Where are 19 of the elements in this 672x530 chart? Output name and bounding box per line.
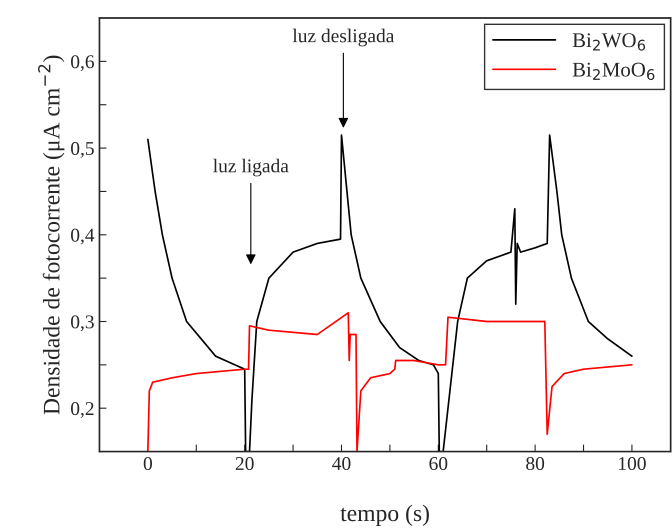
x-axis-title: tempo (s)	[340, 504, 429, 526]
line-series	[147, 134, 633, 452]
y-tick-label: 0,3	[71, 315, 94, 332]
x-tick-label: 60	[429, 456, 448, 470]
y-axis-title: Densidade de fotocorrente (μA cm$^{−2}$)	[38, 56, 64, 414]
x-tick-label: 40	[332, 456, 350, 470]
x-tick-label: 20	[236, 456, 254, 470]
legend-label: Bi$_{2}$WO$_{6}$	[572, 33, 646, 51]
y-tick-label: 0,5	[71, 142, 94, 158]
x-tick-label: 100	[619, 456, 646, 470]
legend-label: Bi$_{2}$MoO$_{6}$	[572, 62, 654, 80]
y-tick-label: 0,6	[71, 55, 94, 72]
line-series	[147, 312, 633, 452]
y-tick-label: 0,2	[71, 402, 94, 418]
x-tick-label: 80	[526, 456, 544, 470]
x-tick-label: 0	[144, 456, 152, 470]
annotation: luz desligada	[292, 28, 394, 46]
y-tick-label: 0,4	[71, 228, 94, 245]
annotation: luz ligada	[213, 158, 289, 176]
